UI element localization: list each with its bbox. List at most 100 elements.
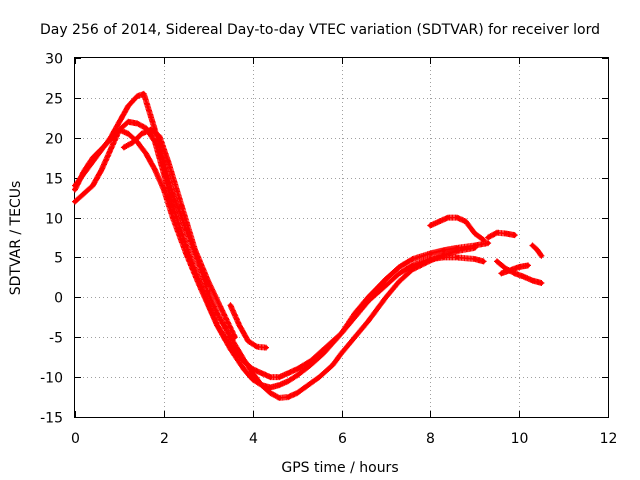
data-point (494, 259, 500, 264)
y-tick-label: 30 (45, 52, 63, 68)
data-point (428, 223, 433, 228)
data-point (481, 237, 486, 243)
data-point (383, 283, 389, 288)
y-tick-label: 10 (45, 212, 63, 228)
data-point (428, 256, 433, 262)
data-point (268, 390, 273, 396)
data-point (117, 119, 122, 125)
data-point (139, 131, 144, 136)
data-point (410, 263, 415, 268)
data-point (148, 127, 153, 132)
series-track-2 (72, 118, 492, 391)
x-tick-label: 8 (426, 431, 435, 447)
data-point (141, 91, 146, 97)
data-point (525, 263, 531, 268)
series-track-9 (498, 262, 531, 277)
data-point (99, 146, 104, 152)
data-point (250, 366, 255, 372)
data-point (99, 167, 104, 172)
data-point (170, 215, 175, 220)
data-point (517, 264, 522, 270)
data-point (126, 119, 131, 125)
data-point (530, 278, 535, 283)
data-point (472, 256, 477, 262)
data-point (539, 280, 544, 286)
data-point (72, 199, 78, 204)
data-point (126, 131, 131, 136)
series-track-4 (120, 126, 238, 341)
data-point (294, 390, 300, 396)
data-point (192, 247, 198, 252)
data-point (352, 335, 357, 340)
data-point (214, 311, 220, 316)
data-point (259, 382, 264, 388)
data-point (117, 127, 122, 132)
grid (75, 58, 608, 417)
data-point (534, 247, 540, 252)
data-point (214, 323, 220, 328)
data-point (397, 279, 402, 284)
data-point (308, 359, 313, 364)
data-point (161, 187, 166, 192)
series-track-8 (494, 258, 545, 286)
data-point (237, 323, 242, 328)
data-point (263, 345, 269, 350)
data-point (410, 256, 415, 262)
data-point (108, 137, 113, 142)
x-tick-label: 4 (249, 431, 258, 447)
data-point (454, 215, 460, 220)
data-series (72, 90, 545, 401)
data-point (503, 231, 508, 236)
y-tick-label: -5 (49, 331, 63, 347)
data-point (81, 169, 87, 174)
data-point (512, 271, 517, 276)
plot-frame (74, 57, 609, 418)
data-point (259, 370, 264, 376)
y-tick-label: 20 (45, 132, 63, 148)
chart-title: Day 256 of 2014, Sidereal Day-to-day VTE… (40, 22, 600, 38)
data-point (321, 347, 326, 352)
data-point (441, 255, 446, 260)
data-point (317, 374, 322, 380)
x-tick-label: 0 (71, 431, 80, 447)
data-point (397, 264, 402, 270)
data-point (197, 283, 202, 288)
data-point (521, 274, 526, 279)
data-point (286, 394, 291, 400)
data-point (72, 187, 78, 192)
data-point (383, 295, 389, 300)
data-point (339, 351, 344, 356)
x-tick-label: 6 (338, 431, 347, 447)
data-point (277, 374, 282, 380)
data-point (508, 268, 513, 273)
data-point (454, 245, 460, 251)
data-point (472, 243, 477, 248)
data-point (445, 215, 451, 220)
data-point (397, 271, 402, 276)
data-point (108, 147, 113, 152)
data-point (161, 171, 166, 176)
data-point (428, 251, 433, 256)
y-tick-label: -10 (40, 371, 63, 387)
data-point (135, 94, 140, 99)
data-point (437, 219, 442, 224)
series-track-7 (485, 229, 518, 241)
data-point (206, 279, 211, 284)
y-tick-label: 25 (45, 92, 63, 108)
axis-ticks: 0 2 4 6 8 10 12 -15 -10 -5 0 5 10 15 20 25 30 (40, 52, 617, 448)
data-point (365, 319, 371, 324)
data-point (277, 395, 282, 401)
data-point (485, 240, 491, 246)
series-track-5 (227, 302, 269, 351)
data-point (179, 203, 184, 208)
data-point (530, 243, 535, 248)
data-point (90, 155, 96, 160)
data-point (232, 335, 238, 340)
data-point (512, 232, 517, 238)
data-point (441, 248, 446, 253)
data-point (254, 344, 260, 349)
series-track-6 (427, 214, 487, 243)
x-tick-label: 12 (600, 431, 618, 447)
data-point (472, 231, 477, 236)
data-point (463, 219, 469, 224)
